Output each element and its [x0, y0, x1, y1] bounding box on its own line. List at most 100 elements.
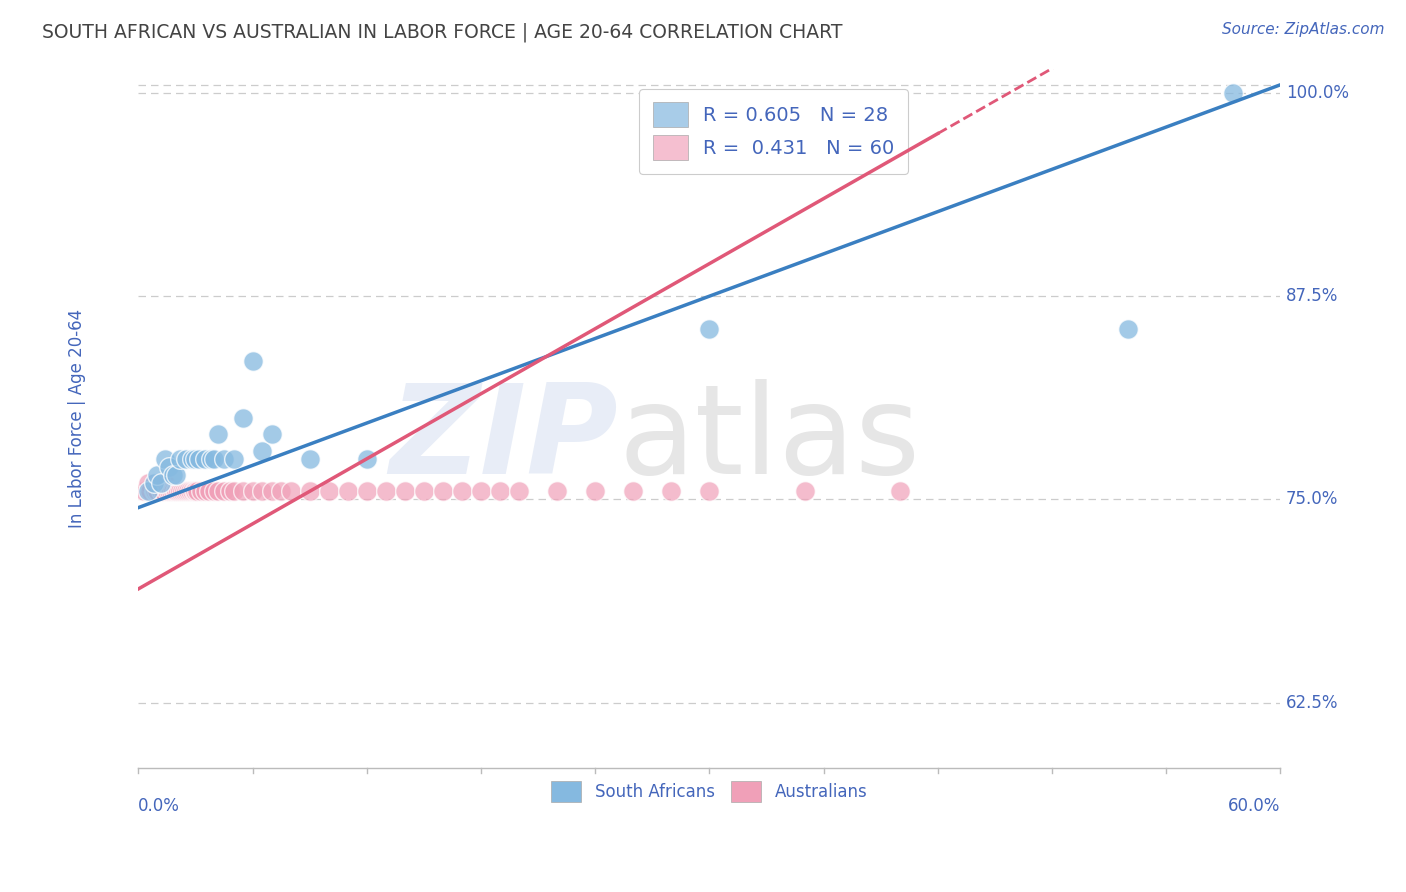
Point [260, 427, 283, 442]
Point [150, 484, 173, 499]
Point [432, 484, 454, 499]
Point [489, 484, 512, 499]
Point [212, 451, 235, 466]
Point [136, 476, 159, 491]
Text: 60.0%: 60.0% [1227, 797, 1281, 815]
Point [260, 484, 283, 499]
Point [184, 451, 207, 466]
Point [699, 484, 721, 499]
Point [136, 484, 159, 499]
Point [146, 468, 169, 483]
Point [165, 468, 187, 483]
Point [470, 484, 492, 499]
Point [298, 484, 321, 499]
Point [218, 484, 240, 499]
Point [173, 484, 195, 499]
Point [212, 484, 235, 499]
Point [142, 476, 165, 491]
Point [165, 484, 187, 499]
Point [184, 484, 207, 499]
Point [159, 484, 181, 499]
Point [132, 484, 155, 499]
Point [153, 476, 176, 491]
Point [194, 484, 217, 499]
Point [204, 484, 226, 499]
Point [186, 484, 208, 499]
Point [793, 484, 815, 499]
Point [204, 451, 226, 466]
Point [169, 451, 191, 466]
Point [232, 484, 254, 499]
Point [207, 427, 229, 442]
Point [298, 451, 321, 466]
Text: 0.0%: 0.0% [138, 797, 180, 815]
Point [162, 468, 184, 483]
Point [163, 484, 186, 499]
Point [508, 484, 530, 499]
Point [179, 484, 201, 499]
Point [157, 459, 180, 474]
Point [659, 484, 682, 499]
Point [621, 484, 644, 499]
Point [412, 484, 434, 499]
Point [374, 484, 396, 499]
Point [180, 484, 202, 499]
Text: In Labor Force | Age 20-64: In Labor Force | Age 20-64 [69, 309, 86, 528]
Point [152, 484, 174, 499]
Point [318, 484, 340, 499]
Point [150, 476, 173, 491]
Point [172, 484, 194, 499]
Point [174, 484, 197, 499]
Point [336, 484, 359, 499]
Point [222, 451, 245, 466]
Point [197, 484, 219, 499]
Point [889, 484, 911, 499]
Point [148, 476, 170, 491]
Point [169, 484, 191, 499]
Point [356, 484, 378, 499]
Point [280, 484, 302, 499]
Point [177, 484, 200, 499]
Point [183, 484, 205, 499]
Point [162, 484, 184, 499]
Text: ZIP: ZIP [389, 378, 619, 500]
Point [250, 443, 273, 458]
Point [546, 484, 568, 499]
Point [156, 484, 179, 499]
Point [451, 484, 474, 499]
Point [583, 484, 606, 499]
Point [242, 354, 264, 368]
Text: 75.0%: 75.0% [1286, 491, 1339, 508]
Legend: South Africans, Australians: South Africans, Australians [544, 775, 875, 808]
Text: 100.0%: 100.0% [1286, 84, 1350, 102]
Text: atlas: atlas [619, 378, 920, 500]
Point [146, 484, 169, 499]
Point [188, 451, 211, 466]
Text: 87.5%: 87.5% [1286, 287, 1339, 305]
Point [1222, 86, 1244, 100]
Point [222, 484, 245, 499]
Point [157, 484, 180, 499]
Point [200, 451, 222, 466]
Point [394, 484, 416, 499]
Point [190, 484, 212, 499]
Point [174, 451, 197, 466]
Point [153, 451, 176, 466]
Point [180, 451, 202, 466]
Point [356, 451, 378, 466]
Text: 62.5%: 62.5% [1286, 694, 1339, 712]
Point [242, 484, 264, 499]
Point [167, 484, 190, 499]
Point [270, 484, 292, 499]
Point [1116, 322, 1139, 336]
Point [699, 322, 721, 336]
Point [145, 484, 167, 499]
Text: Source: ZipAtlas.com: Source: ZipAtlas.com [1222, 22, 1385, 37]
Point [194, 451, 217, 466]
Text: SOUTH AFRICAN VS AUSTRALIAN IN LABOR FORCE | AGE 20-64 CORRELATION CHART: SOUTH AFRICAN VS AUSTRALIAN IN LABOR FOR… [42, 22, 842, 42]
Point [139, 484, 162, 499]
Point [250, 484, 273, 499]
Point [232, 411, 254, 425]
Point [207, 484, 229, 499]
Point [142, 484, 165, 499]
